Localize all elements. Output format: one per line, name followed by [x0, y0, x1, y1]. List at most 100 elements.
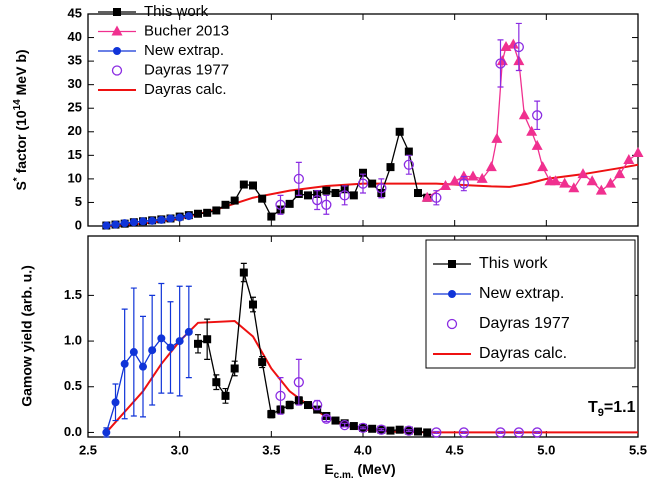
marker [312, 194, 323, 206]
error-bar [360, 426, 366, 430]
error-bar [497, 39, 504, 88]
x-tick-label: 5.0 [537, 442, 555, 457]
legend-label: Bucher 2013 [144, 22, 229, 39]
y-tick-label: 40 [68, 29, 82, 44]
marker [129, 218, 138, 227]
marker [166, 343, 175, 352]
marker [577, 168, 589, 179]
marker [102, 428, 111, 437]
marker [532, 110, 543, 121]
error-bar [497, 430, 504, 434]
legend-label: This work [144, 3, 209, 20]
marker [614, 168, 626, 179]
marker [129, 348, 138, 357]
marker [102, 221, 111, 230]
x-label-main: E [324, 461, 333, 477]
marker [139, 217, 147, 226]
marker [485, 161, 497, 172]
error-bar [323, 415, 330, 423]
legend-marker [446, 318, 458, 330]
marker [285, 199, 294, 208]
marker [532, 427, 543, 438]
marker [258, 194, 267, 203]
marker [458, 427, 469, 438]
error-bar [378, 428, 385, 432]
marker [293, 173, 304, 185]
series [275, 358, 543, 438]
y-tick-label: 0.5 [64, 378, 82, 393]
marker [440, 179, 451, 190]
marker [120, 219, 129, 228]
marker [518, 109, 530, 120]
x-tick-label: 3.5 [262, 442, 280, 457]
marker [267, 410, 276, 419]
legend-marker [111, 65, 123, 76]
marker [239, 268, 248, 277]
marker [293, 377, 304, 388]
y-tick-label: 10 [68, 170, 82, 185]
marker [632, 146, 644, 157]
legend-frame [425, 239, 636, 369]
y-label-text: factor (10 [13, 110, 29, 177]
y-tick-label: 5 [75, 194, 82, 209]
marker [120, 359, 129, 368]
y-tick-label: 25 [68, 100, 82, 115]
x-label-unit: (MeV) [354, 461, 396, 477]
marker [139, 362, 147, 371]
marker [275, 199, 286, 210]
marker [148, 346, 157, 355]
annotation-sub: 9 [598, 407, 604, 419]
marker [491, 132, 503, 143]
error-bar [295, 161, 302, 196]
marker [331, 416, 340, 425]
error-bar [323, 194, 330, 215]
marker [531, 139, 543, 150]
legend-label: This work [479, 255, 548, 272]
error-bar [405, 154, 412, 175]
y-tick-label: 0 [75, 217, 82, 232]
marker [414, 427, 422, 436]
series [421, 38, 644, 202]
error-bar [405, 429, 412, 433]
legend-marker [113, 8, 121, 16]
marker [403, 159, 414, 170]
annotation: T9=1.1 [588, 399, 636, 419]
marker [359, 168, 367, 177]
legend-label: Dayras 1977 [144, 61, 229, 78]
error-bar [378, 178, 385, 199]
marker [568, 182, 580, 193]
legend-marker [448, 260, 456, 268]
y-axis-label: S* factor (1014 MeV b) [12, 49, 29, 190]
marker [184, 327, 193, 336]
error-bar [515, 22, 522, 72]
legend-label: Dayras calc. [144, 81, 227, 98]
marker [339, 190, 350, 201]
series [194, 262, 432, 437]
legend-label: Dayras calc. [479, 345, 567, 362]
marker [349, 191, 358, 200]
x-tick-label: 4.0 [354, 442, 372, 457]
series-line [426, 43, 639, 199]
marker [431, 192, 442, 203]
error-bar [341, 422, 348, 428]
legend-label: New extrap. [479, 285, 564, 302]
marker [322, 186, 331, 195]
marker [386, 163, 395, 172]
marker [212, 378, 221, 387]
marker [368, 424, 377, 433]
series-line [106, 215, 189, 227]
series [102, 212, 193, 230]
marker [157, 334, 166, 343]
y-tick-label: 20 [68, 123, 82, 138]
legend-marker [111, 25, 123, 36]
x-tick-label: 4.5 [446, 442, 464, 457]
marker [357, 422, 369, 434]
marker [513, 427, 524, 438]
marker [111, 398, 120, 407]
marker [623, 154, 635, 165]
marker [537, 161, 549, 172]
marker [431, 427, 442, 438]
legend-marker [113, 47, 121, 55]
marker [203, 335, 212, 344]
marker [148, 216, 157, 225]
